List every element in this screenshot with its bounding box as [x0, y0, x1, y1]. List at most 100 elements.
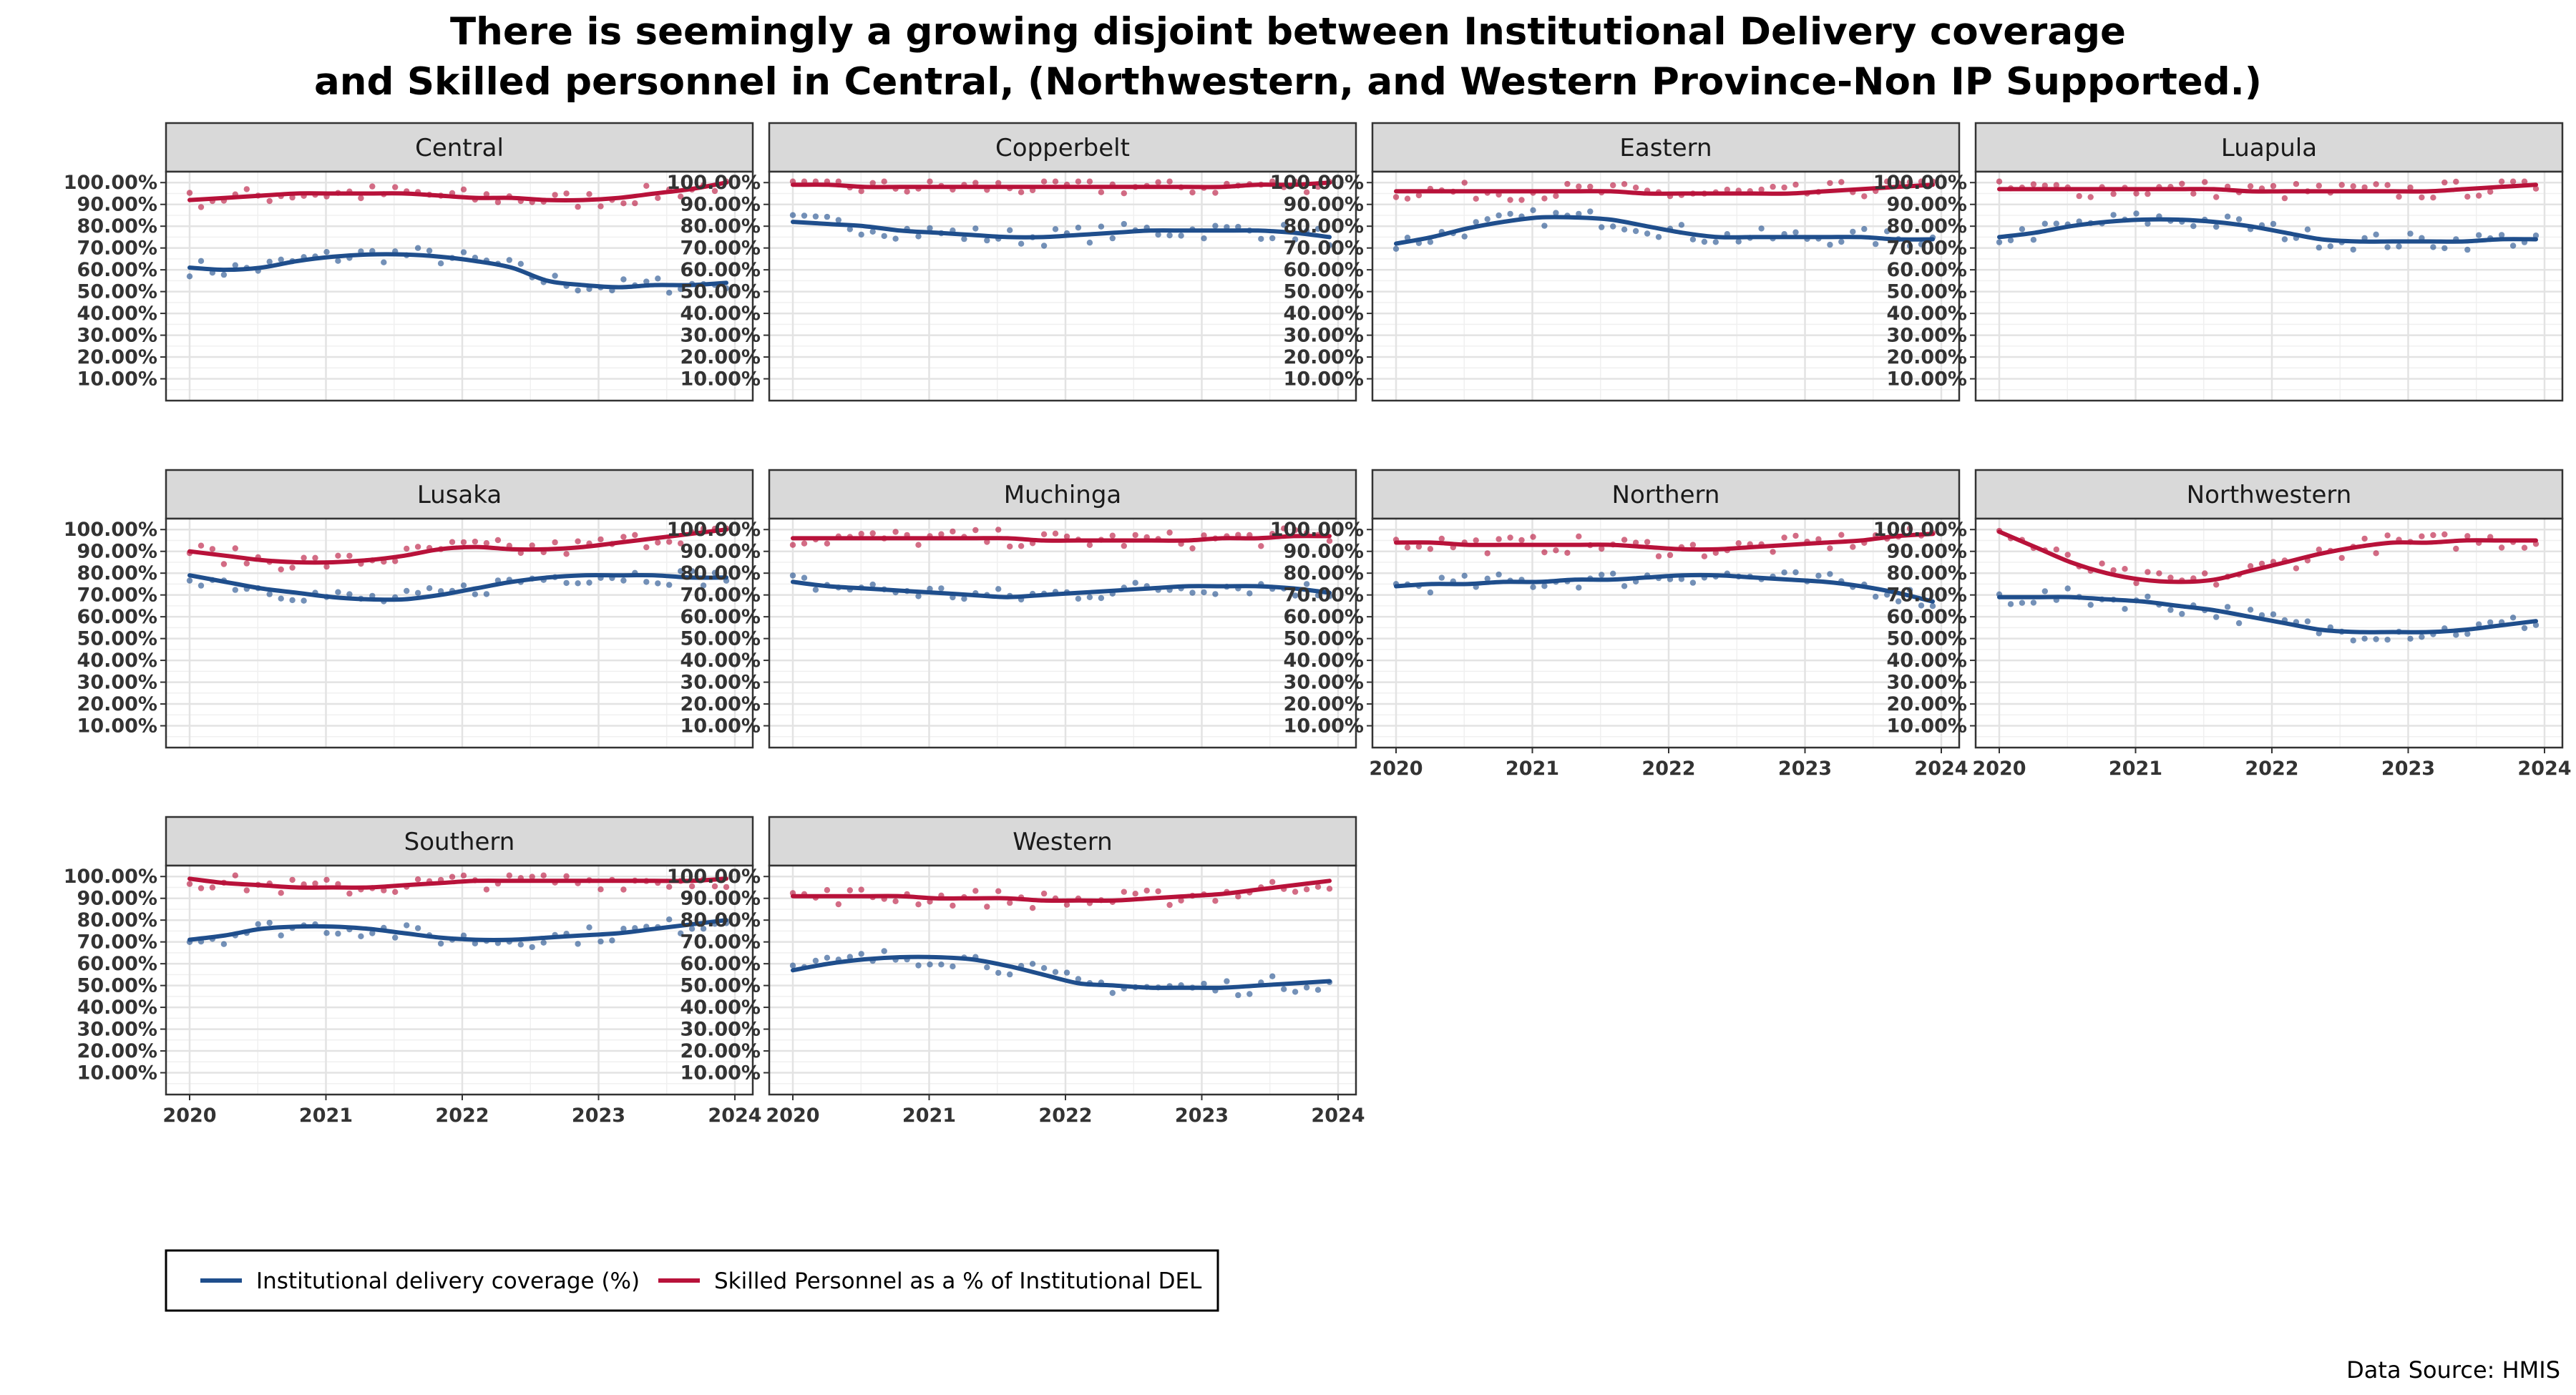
skilled-point	[1007, 899, 1013, 906]
y-tick-label: 80.00%	[1887, 562, 1967, 584]
skilled-point	[2133, 579, 2140, 587]
skilled-point	[1484, 550, 1491, 557]
coverage-point	[1838, 238, 1845, 245]
y-tick-label: 20.00%	[680, 1040, 761, 1062]
coverage-point	[358, 933, 364, 940]
coverage-point	[2464, 630, 2471, 637]
coverage-point	[2270, 220, 2277, 227]
skilled-point	[2532, 185, 2540, 192]
x-tick-label: 2024	[708, 1105, 761, 1127]
coverage-point	[666, 290, 673, 296]
coverage-point	[824, 213, 831, 220]
panel-strip	[1974, 469, 2564, 520]
skilled-point	[2361, 184, 2368, 191]
y-tick-label: 30.00%	[1887, 325, 1967, 347]
coverage-point	[1269, 235, 1276, 242]
y-tick-label: 60.00%	[1887, 606, 1967, 628]
coverage-point	[460, 249, 467, 255]
y-tick-label: 100.00%	[64, 866, 157, 888]
x-tick-label: 2022	[1641, 758, 1695, 780]
coverage-point	[1873, 240, 1879, 248]
legend: Institutional delivery coverage (%) Skill…	[165, 1249, 1219, 1312]
y-tick-label: 90.00%	[680, 541, 761, 563]
y-tick-label: 20.00%	[1887, 346, 1967, 368]
skilled-trend-line	[1997, 529, 2538, 584]
skilled-point	[915, 901, 922, 908]
panel-title: Lusaka	[417, 481, 502, 509]
panel-title: Western	[1013, 828, 1112, 856]
y-tick-label: 60.00%	[680, 953, 761, 975]
y-tick-label: 10.00%	[680, 368, 761, 391]
skilled-point	[1815, 536, 1822, 542]
skilled-point	[1553, 547, 1559, 554]
skilled-point	[301, 554, 307, 561]
coverage-point	[335, 589, 341, 595]
coverage-point	[2224, 213, 2231, 220]
coverage-point	[1052, 226, 1059, 232]
skilled-point	[540, 872, 547, 878]
coverage-point	[1996, 239, 2003, 245]
panel-title: Eastern	[1619, 134, 1712, 162]
coverage-point	[2235, 216, 2243, 222]
coverage-point	[335, 258, 341, 264]
panel-strip	[1371, 469, 1961, 520]
skilled-point	[2509, 178, 2517, 185]
coverage-point	[1906, 587, 1913, 593]
coverage-trend-line	[791, 954, 1332, 990]
panel-border	[768, 517, 1357, 749]
skilled-point	[1404, 544, 1411, 551]
coverage-point	[597, 938, 604, 945]
coverage-point	[847, 954, 854, 960]
coverage-point	[915, 233, 922, 240]
coverage-point	[972, 225, 979, 232]
coverage-point	[1007, 971, 1013, 978]
coverage-point	[197, 582, 205, 589]
skilled-point	[220, 561, 228, 567]
plot-area	[1372, 172, 1959, 401]
skilled-point	[904, 188, 910, 195]
skilled-point	[1018, 543, 1025, 549]
skilled-point	[460, 186, 467, 192]
y-tick-label: 10.00%	[1284, 368, 1364, 391]
panel-title: Luapula	[2221, 134, 2317, 162]
coverage-point	[2441, 245, 2448, 252]
skilled-point	[995, 888, 1002, 894]
coverage-point	[517, 941, 524, 948]
y-tick-label: 70.00%	[680, 931, 761, 954]
coverage-point	[575, 287, 581, 294]
coverage-point	[995, 586, 1002, 592]
coverage-point	[961, 235, 967, 243]
coverage-point	[1246, 590, 1253, 597]
skilled-point	[1507, 197, 1513, 203]
x-tick-label: 2024	[2517, 758, 2571, 780]
coverage-point	[2521, 625, 2528, 632]
coverage-point	[1029, 961, 1036, 967]
coverage-point	[1292, 236, 1299, 243]
coverage-point	[1461, 572, 1468, 579]
y-tick-label: 20.00%	[1284, 346, 1364, 368]
skilled-point	[414, 544, 421, 550]
coverage-trend-line	[187, 572, 728, 602]
y-tick-label: 20.00%	[680, 693, 761, 715]
coverage-point	[1473, 219, 1479, 225]
skilled-point	[678, 193, 684, 200]
coverage-point	[2316, 244, 2322, 251]
y-tick-label: 40.00%	[77, 650, 157, 672]
y-tick-label: 60.00%	[77, 606, 157, 628]
coverage-point	[1884, 228, 1890, 235]
skilled-trend-line	[791, 878, 1332, 904]
chart-title: There is seemingly a growing disjoint be…	[0, 7, 2576, 107]
coverage-point	[1178, 232, 1184, 239]
skilled-point	[688, 883, 696, 890]
y-tick-label: 60.00%	[680, 606, 761, 628]
skilled-point	[1235, 894, 1241, 900]
skilled-point	[392, 184, 399, 190]
coverage-point	[995, 969, 1002, 976]
coverage-point	[812, 957, 819, 964]
coverage-point	[266, 919, 273, 926]
skilled-point	[1132, 891, 1138, 897]
panel-strip	[1371, 122, 1961, 173]
skilled-point	[847, 887, 854, 894]
coverage-point	[2350, 246, 2356, 253]
coverage-point	[1496, 571, 1502, 578]
